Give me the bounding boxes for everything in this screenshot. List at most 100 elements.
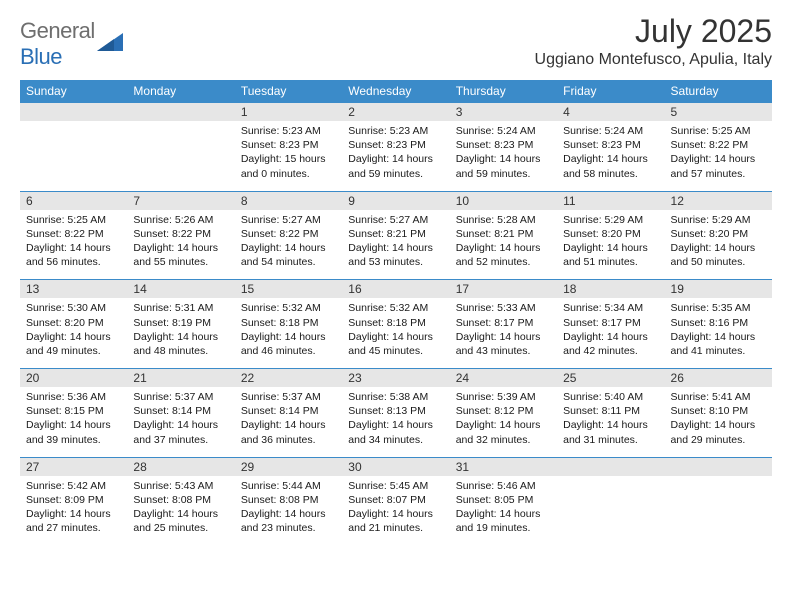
day-data: Sunrise: 5:30 AMSunset: 8:20 PMDaylight:… [20,298,127,362]
logo: General Blue [20,18,125,70]
day-data: Sunrise: 5:37 AMSunset: 8:14 PMDaylight:… [127,387,234,451]
day-number: 24 [450,369,557,387]
day-cell: 15Sunrise: 5:32 AMSunset: 8:18 PMDayligh… [235,280,342,362]
day-number: 22 [235,369,342,387]
day-cell: 7Sunrise: 5:26 AMSunset: 8:22 PMDaylight… [127,192,234,274]
day-data: Sunrise: 5:39 AMSunset: 8:12 PMDaylight:… [450,387,557,451]
day-number: 3 [450,103,557,121]
day-cell [665,458,772,540]
day-number: 31 [450,458,557,476]
day-data: Sunrise: 5:34 AMSunset: 8:17 PMDaylight:… [557,298,664,362]
day-data: Sunrise: 5:25 AMSunset: 8:22 PMDaylight:… [20,210,127,274]
day-cell: 4Sunrise: 5:24 AMSunset: 8:23 PMDaylight… [557,103,664,185]
logo-triangle-icon [97,31,125,58]
day-data: Sunrise: 5:24 AMSunset: 8:23 PMDaylight:… [450,121,557,185]
day-cell: 10Sunrise: 5:28 AMSunset: 8:21 PMDayligh… [450,192,557,274]
week-row: 27Sunrise: 5:42 AMSunset: 8:09 PMDayligh… [20,457,772,540]
day-data: Sunrise: 5:42 AMSunset: 8:09 PMDaylight:… [20,476,127,540]
logo-text: General Blue [20,18,95,70]
day-number: 20 [20,369,127,387]
location: Uggiano Montefusco, Apulia, Italy [535,51,772,69]
day-cell: 22Sunrise: 5:37 AMSunset: 8:14 PMDayligh… [235,369,342,451]
logo-text-blue: Blue [20,44,62,69]
day-cell: 17Sunrise: 5:33 AMSunset: 8:17 PMDayligh… [450,280,557,362]
day-data: Sunrise: 5:43 AMSunset: 8:08 PMDaylight:… [127,476,234,540]
day-number: 15 [235,280,342,298]
day-number: 19 [665,280,772,298]
day-number: 1 [235,103,342,121]
day-cell: 27Sunrise: 5:42 AMSunset: 8:09 PMDayligh… [20,458,127,540]
day-data: Sunrise: 5:23 AMSunset: 8:23 PMDaylight:… [342,121,449,185]
weekday-cell: Saturday [665,80,772,102]
day-cell: 1Sunrise: 5:23 AMSunset: 8:23 PMDaylight… [235,103,342,185]
day-number: 23 [342,369,449,387]
day-cell: 21Sunrise: 5:37 AMSunset: 8:14 PMDayligh… [127,369,234,451]
day-number: 6 [20,192,127,210]
logo-text-gray: General [20,18,95,43]
day-number: 11 [557,192,664,210]
day-number-empty [127,103,234,121]
day-number: 4 [557,103,664,121]
day-number: 30 [342,458,449,476]
day-number: 2 [342,103,449,121]
weekday-row: SundayMondayTuesdayWednesdayThursdayFrid… [20,80,772,102]
day-number-empty [665,458,772,476]
day-data: Sunrise: 5:25 AMSunset: 8:22 PMDaylight:… [665,121,772,185]
day-number: 26 [665,369,772,387]
day-data: Sunrise: 5:31 AMSunset: 8:19 PMDaylight:… [127,298,234,362]
day-number: 7 [127,192,234,210]
day-cell: 3Sunrise: 5:24 AMSunset: 8:23 PMDaylight… [450,103,557,185]
day-cell: 23Sunrise: 5:38 AMSunset: 8:13 PMDayligh… [342,369,449,451]
day-number-empty [557,458,664,476]
day-number: 21 [127,369,234,387]
day-cell: 9Sunrise: 5:27 AMSunset: 8:21 PMDaylight… [342,192,449,274]
day-data: Sunrise: 5:41 AMSunset: 8:10 PMDaylight:… [665,387,772,451]
day-cell: 19Sunrise: 5:35 AMSunset: 8:16 PMDayligh… [665,280,772,362]
day-cell: 5Sunrise: 5:25 AMSunset: 8:22 PMDaylight… [665,103,772,185]
weekday-cell: Monday [127,80,234,102]
day-data: Sunrise: 5:40 AMSunset: 8:11 PMDaylight:… [557,387,664,451]
day-number: 13 [20,280,127,298]
day-cell: 8Sunrise: 5:27 AMSunset: 8:22 PMDaylight… [235,192,342,274]
weekday-cell: Friday [557,80,664,102]
day-cell [20,103,127,185]
day-data: Sunrise: 5:23 AMSunset: 8:23 PMDaylight:… [235,121,342,185]
week-row: 13Sunrise: 5:30 AMSunset: 8:20 PMDayligh… [20,279,772,362]
day-cell: 12Sunrise: 5:29 AMSunset: 8:20 PMDayligh… [665,192,772,274]
day-number: 25 [557,369,664,387]
day-data: Sunrise: 5:44 AMSunset: 8:08 PMDaylight:… [235,476,342,540]
day-cell: 18Sunrise: 5:34 AMSunset: 8:17 PMDayligh… [557,280,664,362]
day-cell: 29Sunrise: 5:44 AMSunset: 8:08 PMDayligh… [235,458,342,540]
day-data: Sunrise: 5:45 AMSunset: 8:07 PMDaylight:… [342,476,449,540]
day-data: Sunrise: 5:27 AMSunset: 8:22 PMDaylight:… [235,210,342,274]
day-data: Sunrise: 5:38 AMSunset: 8:13 PMDaylight:… [342,387,449,451]
calendar: SundayMondayTuesdayWednesdayThursdayFrid… [20,80,772,539]
day-number: 17 [450,280,557,298]
day-number: 18 [557,280,664,298]
weekday-cell: Wednesday [342,80,449,102]
day-cell: 13Sunrise: 5:30 AMSunset: 8:20 PMDayligh… [20,280,127,362]
week-row: 1Sunrise: 5:23 AMSunset: 8:23 PMDaylight… [20,102,772,185]
day-data: Sunrise: 5:29 AMSunset: 8:20 PMDaylight:… [557,210,664,274]
weeks-container: 1Sunrise: 5:23 AMSunset: 8:23 PMDaylight… [20,102,772,539]
day-data: Sunrise: 5:37 AMSunset: 8:14 PMDaylight:… [235,387,342,451]
title-block: July 2025 Uggiano Montefusco, Apulia, It… [535,14,772,69]
day-number-empty [20,103,127,121]
day-data: Sunrise: 5:32 AMSunset: 8:18 PMDaylight:… [235,298,342,362]
day-cell: 24Sunrise: 5:39 AMSunset: 8:12 PMDayligh… [450,369,557,451]
weekday-cell: Tuesday [235,80,342,102]
day-cell: 2Sunrise: 5:23 AMSunset: 8:23 PMDaylight… [342,103,449,185]
day-cell: 31Sunrise: 5:46 AMSunset: 8:05 PMDayligh… [450,458,557,540]
day-data: Sunrise: 5:46 AMSunset: 8:05 PMDaylight:… [450,476,557,540]
day-cell [127,103,234,185]
day-number: 12 [665,192,772,210]
day-cell: 25Sunrise: 5:40 AMSunset: 8:11 PMDayligh… [557,369,664,451]
day-number: 5 [665,103,772,121]
week-row: 6Sunrise: 5:25 AMSunset: 8:22 PMDaylight… [20,191,772,274]
day-number: 10 [450,192,557,210]
day-cell: 30Sunrise: 5:45 AMSunset: 8:07 PMDayligh… [342,458,449,540]
day-number: 14 [127,280,234,298]
day-data: Sunrise: 5:32 AMSunset: 8:18 PMDaylight:… [342,298,449,362]
day-cell: 28Sunrise: 5:43 AMSunset: 8:08 PMDayligh… [127,458,234,540]
day-cell [557,458,664,540]
